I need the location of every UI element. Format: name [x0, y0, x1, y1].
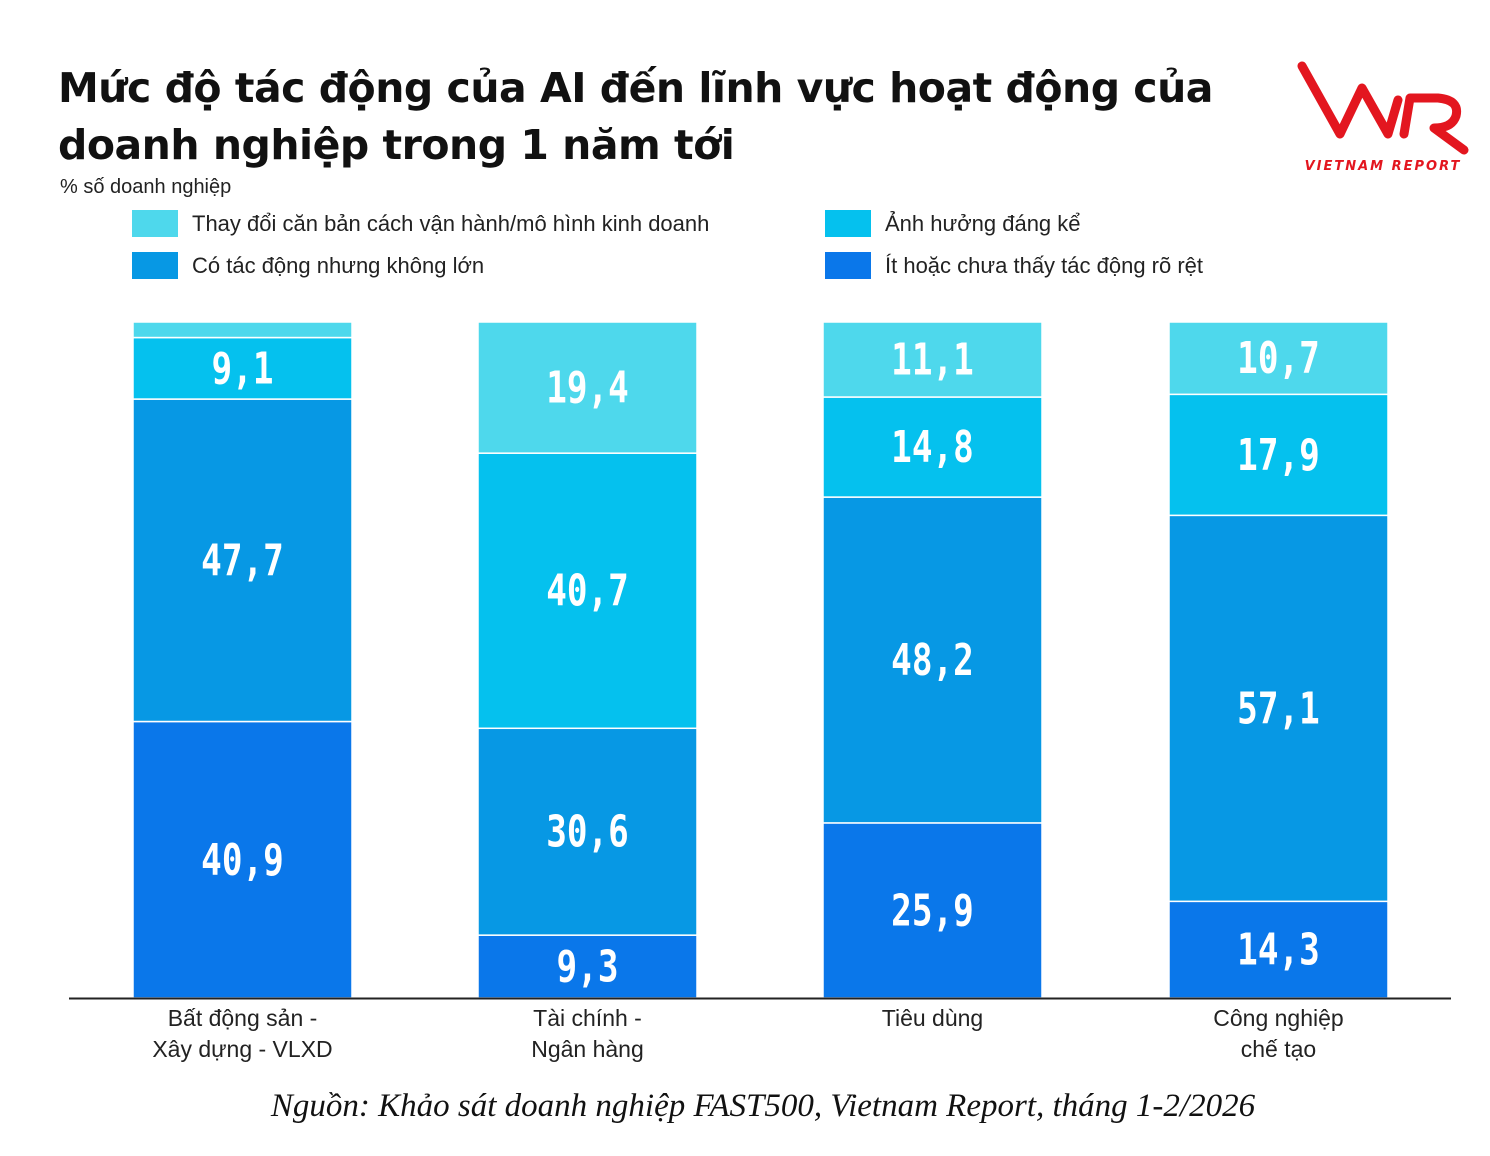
- bar-segment: [477, 727, 698, 936]
- data-label: 40,9: [201, 835, 284, 886]
- bar-segment: [132, 321, 353, 339]
- legend-label: Có tác động nhưng không lớn: [192, 252, 485, 278]
- bar-segment: [822, 321, 1043, 398]
- legend-swatch: [825, 252, 871, 279]
- bar-segment: [1168, 900, 1389, 999]
- data-label: 17,9: [1237, 430, 1320, 481]
- chart-title: Mức độ tác động của AI đến lĩnh vực hoạt…: [58, 64, 1213, 169]
- legend-item: Ảnh hưởng đáng kể: [825, 210, 1081, 237]
- stacked-bar-chart: 40,9 47,7 9,1 Bất động sản -Xây dựng - VLXD…: [69, 321, 1451, 1062]
- bar-segment: [822, 396, 1043, 498]
- data-label: 48,2: [891, 635, 974, 686]
- legend-swatch: [825, 210, 871, 237]
- legend-item: Thay đổi căn bản cách vận hành/mô hình k…: [132, 210, 709, 237]
- bar-segment: [477, 934, 698, 999]
- vietnam-report-logo: VIETNAM REPORT: [1297, 61, 1469, 174]
- logo-mark: [1297, 61, 1469, 155]
- data-label: 40,7: [546, 566, 629, 617]
- bar-segment: [1168, 514, 1389, 903]
- bar-segment: [132, 336, 353, 400]
- bar-segment: [132, 720, 353, 999]
- legend-label: Thay đổi căn bản cách vận hành/mô hình k…: [192, 210, 710, 236]
- data-label: 9,1: [212, 343, 274, 394]
- bar-segment: [477, 452, 698, 730]
- category-label: Bất động sản -Xây dựng - VLXD: [152, 1005, 332, 1062]
- data-label: 14,3: [1237, 925, 1320, 976]
- bar-segment: [477, 321, 698, 454]
- legend-item: Có tác động nhưng không lớn: [132, 252, 484, 279]
- data-label: 11,1: [891, 334, 974, 385]
- bar-segment: [1168, 321, 1389, 396]
- bar-segment: [822, 822, 1043, 999]
- data-label: 19,4: [546, 362, 629, 413]
- bar-segment: [822, 496, 1043, 824]
- data-label: 10,7: [1237, 333, 1320, 384]
- source-note: Nguồn: Khảo sát doanh nghiệp FAST500, Vi…: [270, 1088, 1256, 1124]
- data-label: 47,7: [201, 535, 284, 586]
- legend-item: Ít hoặc chưa thấy tác động rõ rệt: [825, 252, 1203, 279]
- chart-legend: Thay đổi căn bản cách vận hành/mô hình k…: [132, 210, 1332, 294]
- bar-segment: [1168, 393, 1389, 517]
- category-label: Tài chính -Ngân hàng: [531, 1005, 644, 1062]
- chart-subtitle: % số doanh nghiệp: [60, 176, 232, 198]
- data-label: 9,3: [557, 941, 619, 992]
- category-label: Công nghiệp chế tạo: [1213, 1005, 1343, 1062]
- legend-swatch: [132, 252, 178, 279]
- legend-swatch: [132, 210, 178, 237]
- data-label: 14,8: [891, 422, 974, 473]
- data-label: 25,9: [891, 885, 974, 936]
- data-label: 57,1: [1237, 683, 1320, 734]
- category-label: Tiêu dùng: [882, 1005, 983, 1031]
- data-label: 30,6: [546, 807, 629, 858]
- legend-label: Ảnh hưởng đáng kể: [885, 210, 1081, 236]
- logo-tagline: VIETNAM REPORT: [1305, 159, 1462, 174]
- legend-label: Ít hoặc chưa thấy tác động rõ rệt: [885, 252, 1204, 278]
- bar-segment: [132, 398, 353, 723]
